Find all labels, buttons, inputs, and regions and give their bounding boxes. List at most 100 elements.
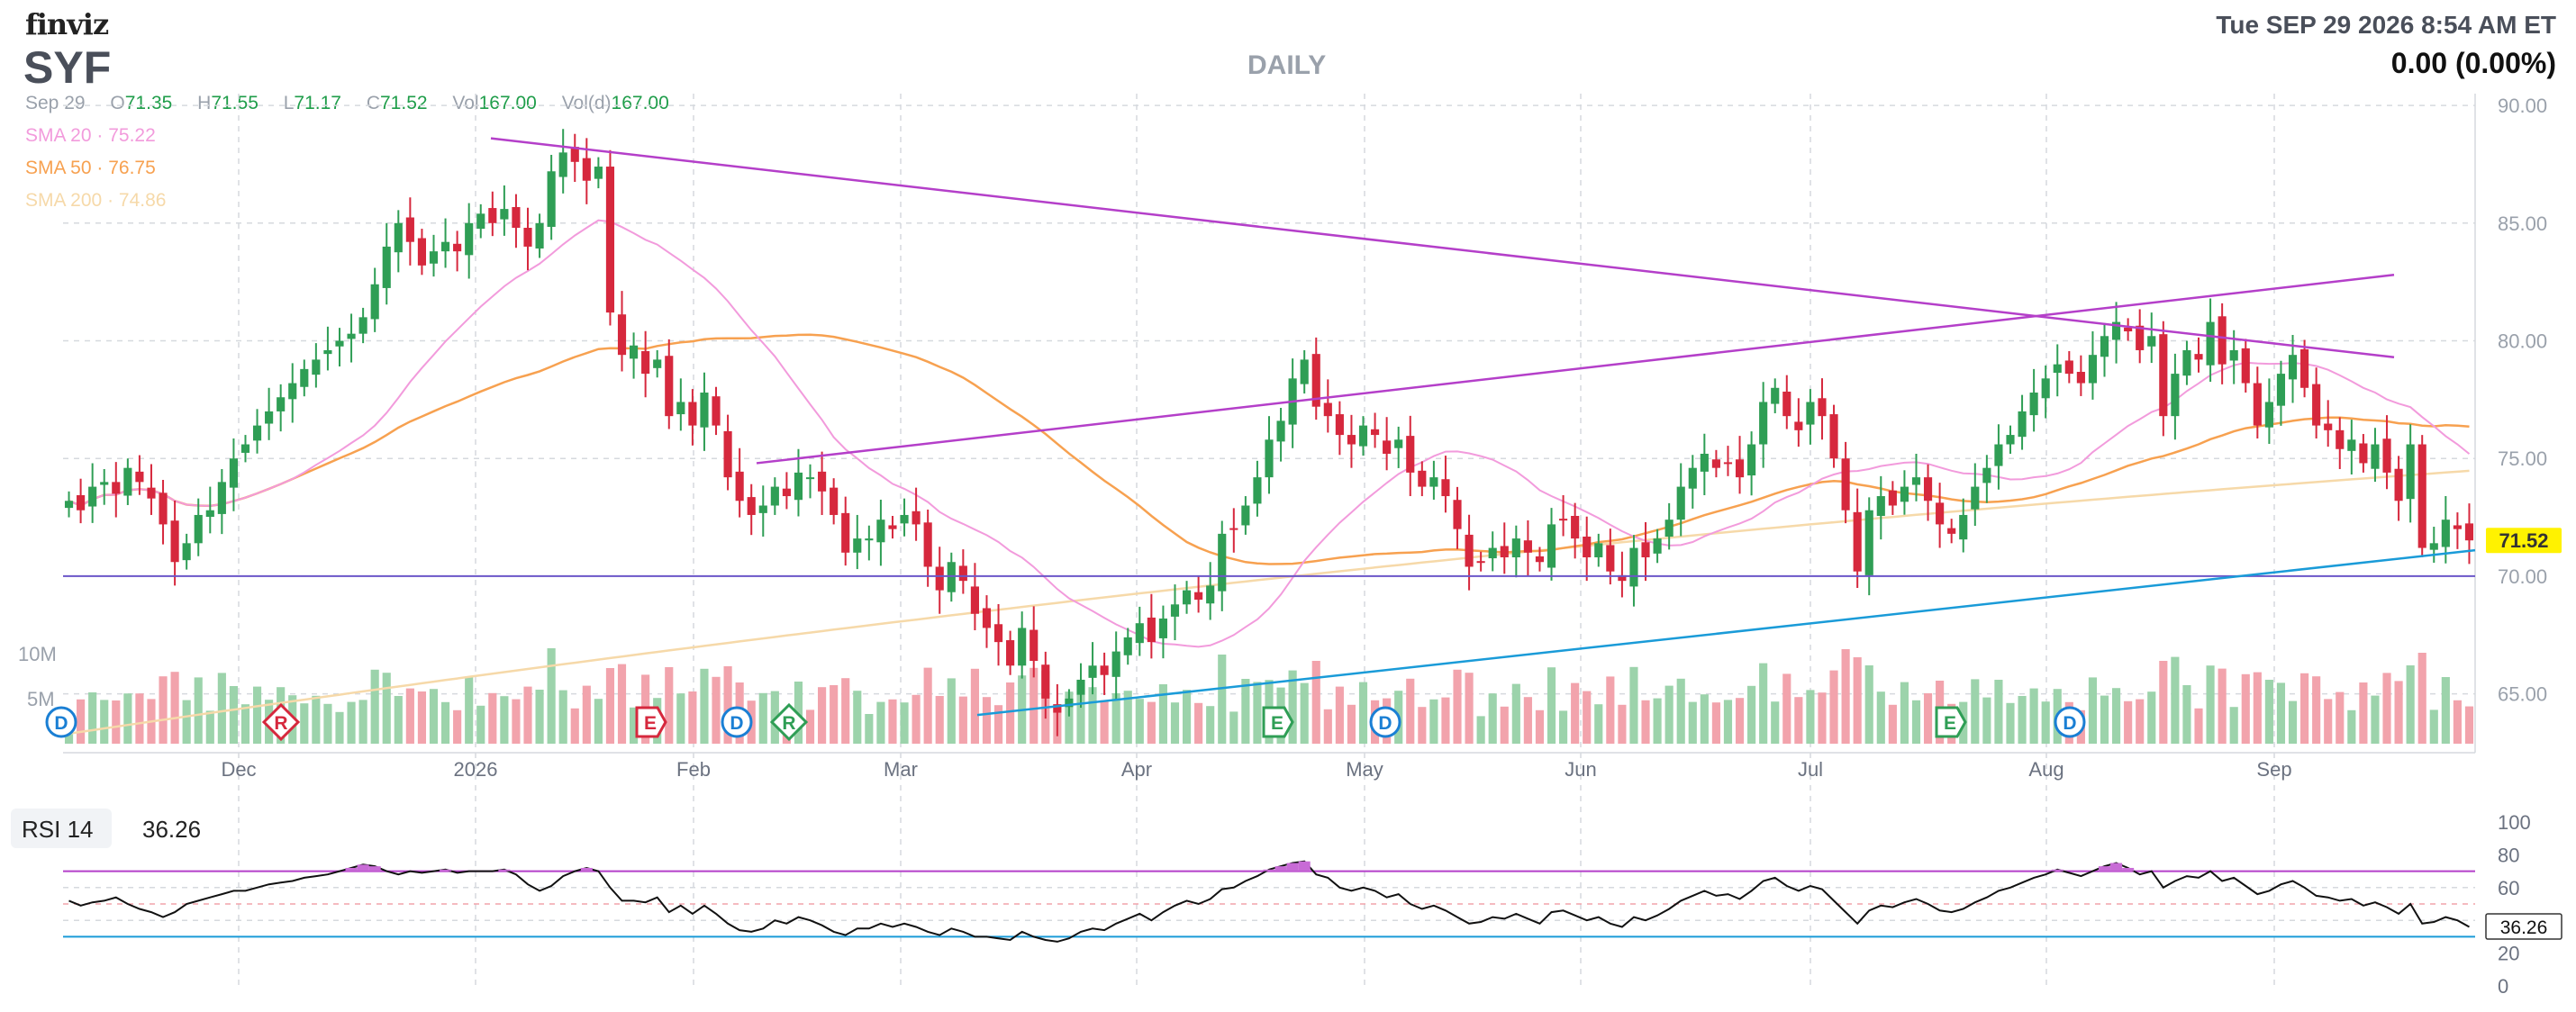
volume-bar [370,669,379,744]
candle-body [240,444,250,453]
volume-bar [700,668,709,744]
candle-body [1076,679,1085,695]
candle-body [1818,398,1827,417]
volume-bar [2382,673,2391,744]
volume-bar [417,691,427,744]
volume-bar [2124,700,2133,744]
candle-body [476,213,485,230]
volume-bar [1806,690,1815,744]
high-value: 71.55 [211,93,259,113]
volume-tick-label: 10M [18,643,57,665]
rsi-value: 36.26 [142,816,202,843]
candle-body [2253,383,2262,426]
rsi-label: RSI 14 [22,816,94,843]
close-label: C [366,93,380,113]
rsi-overbought-fill [1263,869,1275,872]
sma20-value: 75.22 [108,125,156,146]
candle-body [1936,502,1945,525]
candle-body [2064,360,2073,375]
candle-body [2312,384,2321,426]
volume-bar [2464,706,2474,744]
timeframe-label[interactable]: DAILY [1247,50,1327,80]
candle-body [1100,665,1109,675]
volume-bar [2088,677,2098,744]
volume-bar [2241,673,2250,744]
candle-body [2276,374,2286,406]
candle-body [758,505,767,513]
volume-bar [2159,661,2168,744]
candle-body [2371,444,2380,469]
event-letter: E [1944,713,1956,734]
candle-body [2336,429,2345,449]
rsi-label-box[interactable] [11,809,112,848]
candle-body [135,471,144,483]
candle-body [2076,372,2085,384]
volume-bar [1888,704,1897,744]
candle-body [2053,364,2062,374]
x-axis-label: 2026 [454,758,498,781]
candle-body [2453,525,2462,529]
volume-bar [805,709,815,744]
sma50-value: 76.75 [108,158,156,178]
candle-body [830,487,839,515]
candle-body [1394,439,1403,448]
x-axis-label: Aug [2028,758,2064,781]
candle-body [2264,402,2273,428]
volume-bar [1688,701,1697,744]
candle-body [1900,486,1909,502]
candle-body [876,520,885,543]
rsi-tick-label: 20 [2498,943,2519,965]
candle-body [1618,574,1627,582]
sma20-label: SMA 20 [25,125,92,146]
volume-bar [1147,701,1156,744]
volume-tick-label: 5M [27,688,55,710]
candle-body [2417,444,2426,548]
volume-bar [723,666,732,744]
volume-bar [1135,699,1144,744]
trendline-channel [756,274,2395,465]
candle-body [440,241,450,252]
candle-body [1947,528,1956,534]
candle-body [1864,510,1873,575]
volume-bar [2288,700,2298,744]
candle-body [112,482,121,494]
volume-bar [2336,691,2345,744]
sma50-legend[interactable]: SMA 50 · 76.75 [25,158,156,178]
candle-body [2124,327,2133,332]
volume-bar [1418,707,1427,744]
candle-body [405,217,414,242]
volume-bar [488,692,497,744]
candle-body [1429,477,1438,487]
vold-label: Vol(d) [561,93,612,113]
rsi-overbought-fill [2051,869,2064,872]
x-axis-label: Dec [221,758,256,781]
revision-marker [261,702,301,742]
volume-bar [2253,672,2262,744]
sma200-legend[interactable]: SMA 200 · 74.86 [25,190,167,211]
volume-bar [935,696,944,744]
candle-body [1523,540,1532,553]
candle-body [1535,556,1545,563]
candle-body [818,471,827,492]
volume-bar [594,699,603,744]
low-label: L [283,93,295,113]
volume-bar [1100,700,1109,744]
candle-body [888,525,897,529]
rsi-tick-label: 60 [2498,877,2519,899]
candle-body [1358,425,1368,447]
volume-bar [1547,667,1556,744]
volume-bar [665,667,674,744]
finviz-logo[interactable]: finviz [25,7,109,41]
candle-body [2147,336,2156,347]
sma20-legend[interactable]: SMA 20 · 75.22 [25,125,156,146]
candle-body [676,402,685,415]
volume-bar [1771,701,1780,744]
candle-body [1700,453,1709,472]
volume-bar [1241,679,1250,744]
volume-bar [1629,666,1638,744]
candle-body [1441,479,1450,497]
candle-body [2288,355,2298,380]
volume-bar [500,696,509,744]
candle-body [2394,468,2403,501]
